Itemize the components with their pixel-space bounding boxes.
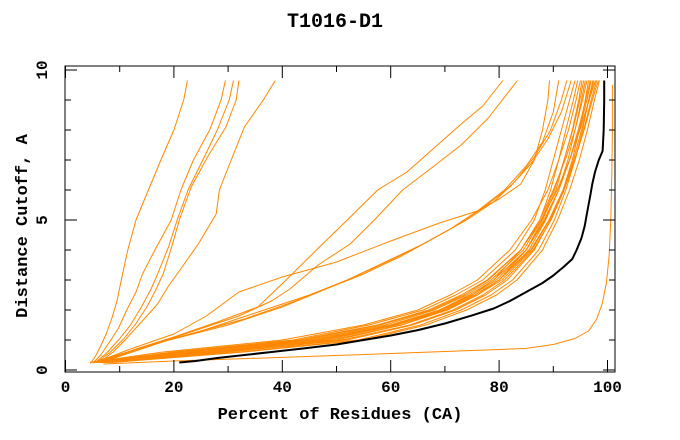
x-axis-label: Percent of Residues (CA) xyxy=(218,406,463,425)
model-curve xyxy=(99,80,276,363)
x-tick-label: 80 xyxy=(489,379,508,397)
model-curve xyxy=(103,85,613,365)
model-curve xyxy=(95,80,550,363)
model-curve xyxy=(92,80,597,363)
model-curve xyxy=(96,80,240,363)
model-curve xyxy=(92,80,576,363)
model-curve xyxy=(89,80,581,363)
y-tick-label: 5 xyxy=(34,215,52,225)
model-curve xyxy=(100,80,572,363)
chart-title: T1016-D1 xyxy=(287,11,383,34)
model-curve xyxy=(97,80,599,363)
model-curve xyxy=(100,80,586,363)
model-curve xyxy=(100,80,518,363)
model-curve xyxy=(95,80,585,363)
model-curve xyxy=(92,80,588,363)
plot-border xyxy=(64,65,616,373)
x-tick-label: 100 xyxy=(593,379,622,397)
model-curve xyxy=(111,80,600,363)
x-tick-label: 60 xyxy=(381,379,400,397)
model-curve xyxy=(97,80,591,363)
x-tick-label: 20 xyxy=(164,379,183,397)
model-curve xyxy=(92,80,226,364)
model-curve xyxy=(89,80,188,364)
axes-layer: 0 20 40 60 80 100 0 5 10 xyxy=(34,60,622,397)
model-curve xyxy=(100,80,595,363)
y-tick-label: 10 xyxy=(34,60,52,79)
model-curve xyxy=(108,80,594,363)
curves-layer xyxy=(89,80,613,365)
reference-curve xyxy=(179,80,606,364)
model-curve xyxy=(97,80,560,363)
y-axis-label: Distance Cutoff, A xyxy=(14,133,33,317)
model-curve xyxy=(94,80,234,363)
x-tick-label: 0 xyxy=(61,379,71,397)
model-curve xyxy=(92,80,568,363)
x-tick-label: 40 xyxy=(273,379,292,397)
model-curve xyxy=(103,80,583,363)
y-tick-label: 0 xyxy=(34,365,52,375)
model-curve xyxy=(97,80,504,363)
model-curve xyxy=(95,80,592,363)
model-curve xyxy=(103,80,598,363)
